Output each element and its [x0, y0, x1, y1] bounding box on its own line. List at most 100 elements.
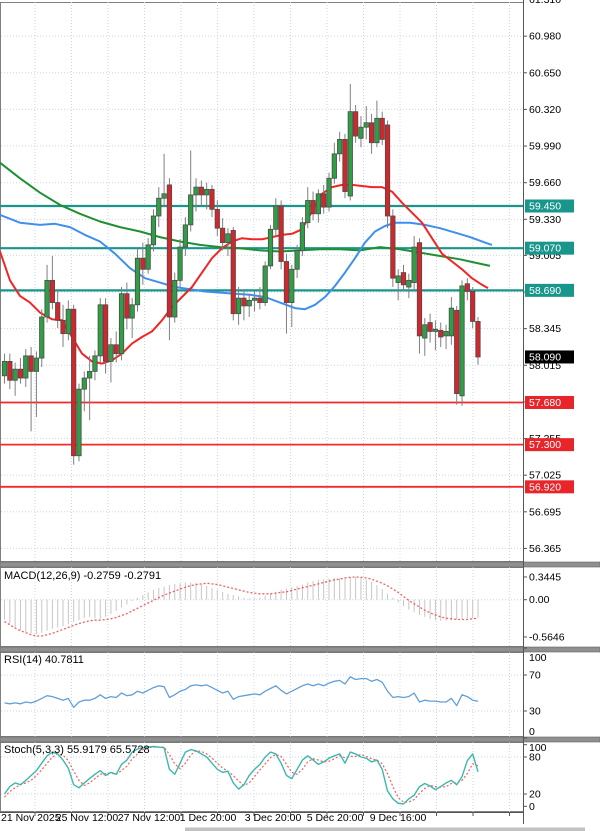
candle-bullish — [358, 126, 364, 139]
candle-bearish — [464, 283, 470, 292]
price-axis[interactable]: 61.310 60.980 60.650 60.320 59.990 59.660 59.3… — [523, 0, 574, 824]
panel-separator[interactable] — [0, 561, 600, 568]
candle-bullish — [129, 304, 135, 319]
candle-bullish — [235, 297, 242, 315]
candle-bullish — [411, 246, 417, 283]
price-badge — [525, 480, 574, 494]
candle-bullish — [65, 308, 71, 335]
svg-text:59.450: 59.450 — [529, 201, 561, 213]
candle-bullish — [289, 268, 295, 303]
candle-bearish — [454, 309, 460, 394]
candle-bullish — [76, 388, 82, 457]
svg-text:100: 100 — [529, 652, 547, 664]
svg-text:59.660: 59.660 — [529, 177, 561, 189]
red-support-lines — [0, 401, 523, 488]
candle-bearish — [438, 329, 444, 338]
candle-bullish — [225, 233, 231, 244]
candle-bullish — [156, 197, 162, 217]
svg-text:20: 20 — [529, 789, 541, 801]
candle-bearish — [353, 111, 359, 137]
svg-text:0.3445: 0.3445 — [529, 571, 561, 583]
candle-bearish — [140, 257, 146, 270]
svg-text:61.310: 61.310 — [529, 0, 561, 6]
candle-bullish — [422, 324, 428, 339]
candle-bullish — [331, 153, 337, 179]
macd-panel — [1, 567, 523, 647]
candle-bullish — [44, 279, 50, 318]
candle-bearish — [166, 184, 173, 318]
moving-average-ma-red-fast — [0, 183, 489, 365]
candle-bearish — [230, 230, 236, 315]
horizontal-scrollbar[interactable] — [185, 827, 585, 831]
candle-bullish — [395, 275, 401, 283]
candle-bullish — [12, 368, 18, 381]
candle-bearish — [427, 322, 433, 332]
svg-text:27 Nov 12:00: 27 Nov 12:00 — [118, 812, 181, 824]
candle-bullish — [262, 265, 268, 303]
svg-text:30: 30 — [529, 706, 541, 718]
price-badge — [525, 199, 574, 213]
candle-bearish — [400, 272, 407, 286]
price-badge — [525, 241, 574, 255]
candle-bullish — [92, 355, 98, 372]
svg-text:0: 0 — [529, 801, 535, 813]
stochastic-panel — [1, 742, 523, 812]
candle-bullish — [97, 304, 103, 357]
stoch-indicator-label: Stoch(5,3,3) 55.9179 65.5728 — [4, 744, 150, 756]
svg-text:59.070: 59.070 — [529, 243, 561, 255]
candle-bullish — [246, 299, 252, 307]
svg-text:59.330: 59.330 — [529, 214, 561, 226]
rsi-indicator-label: RSI(14) 40.7811 — [4, 654, 84, 666]
candle-bullish — [81, 377, 87, 390]
candle-bullish — [172, 279, 178, 318]
svg-text:58.345: 58.345 — [529, 323, 561, 335]
svg-text:60.650: 60.650 — [529, 67, 561, 79]
candle-bullish — [87, 370, 93, 379]
candle-bearish — [124, 293, 130, 319]
candle-bullish — [193, 186, 199, 196]
candle-bullish — [267, 228, 274, 267]
svg-text:56.695: 56.695 — [529, 506, 561, 518]
candle-bearish — [475, 321, 481, 358]
panel-separator[interactable] — [0, 646, 600, 653]
candle-bearish — [384, 124, 391, 217]
panel-separators[interactable] — [0, 561, 600, 743]
scrollbar-thumb[interactable] — [185, 827, 585, 831]
candle-bullish — [108, 344, 114, 362]
candle-bearish — [342, 138, 348, 192]
candle-bearish — [283, 261, 290, 303]
candle-bearish — [321, 193, 327, 208]
panel-separator[interactable] — [0, 736, 600, 743]
svg-text:9 Dec 16:00: 9 Dec 16:00 — [370, 812, 427, 824]
candle-bullish — [134, 257, 141, 306]
candle-bullish — [432, 328, 439, 332]
candle-bearish — [310, 200, 316, 215]
svg-text:60.980: 60.980 — [529, 31, 561, 43]
svg-text:-0.5646: -0.5646 — [529, 631, 565, 643]
candle-bearish — [7, 360, 13, 381]
candle-bullish — [145, 244, 151, 270]
svg-text:56.920: 56.920 — [529, 481, 561, 493]
candle-bullish — [347, 111, 353, 197]
candle-bearish — [278, 205, 284, 262]
rsi-panel — [1, 652, 523, 737]
candle-bullish — [337, 138, 343, 155]
macd-indicator-label: MACD(12,26,9) -0.2759 -0.2791 — [4, 570, 162, 582]
candle-bearish — [470, 291, 476, 322]
teal-resistance-lines — [0, 204, 523, 292]
candle-bearish — [214, 208, 220, 229]
candle-bearish — [257, 297, 263, 303]
svg-text:60.320: 60.320 — [529, 104, 561, 116]
candle-bullish — [294, 249, 300, 270]
candle-bullish — [299, 222, 306, 251]
svg-text:21 Nov 2025: 21 Nov 2025 — [1, 812, 61, 824]
svg-text:25 Nov 12:00: 25 Nov 12:00 — [56, 812, 119, 824]
candle-bearish — [209, 188, 215, 210]
candle-bearish — [17, 368, 24, 379]
price-badge — [525, 438, 574, 452]
candle-bullish — [363, 122, 369, 128]
